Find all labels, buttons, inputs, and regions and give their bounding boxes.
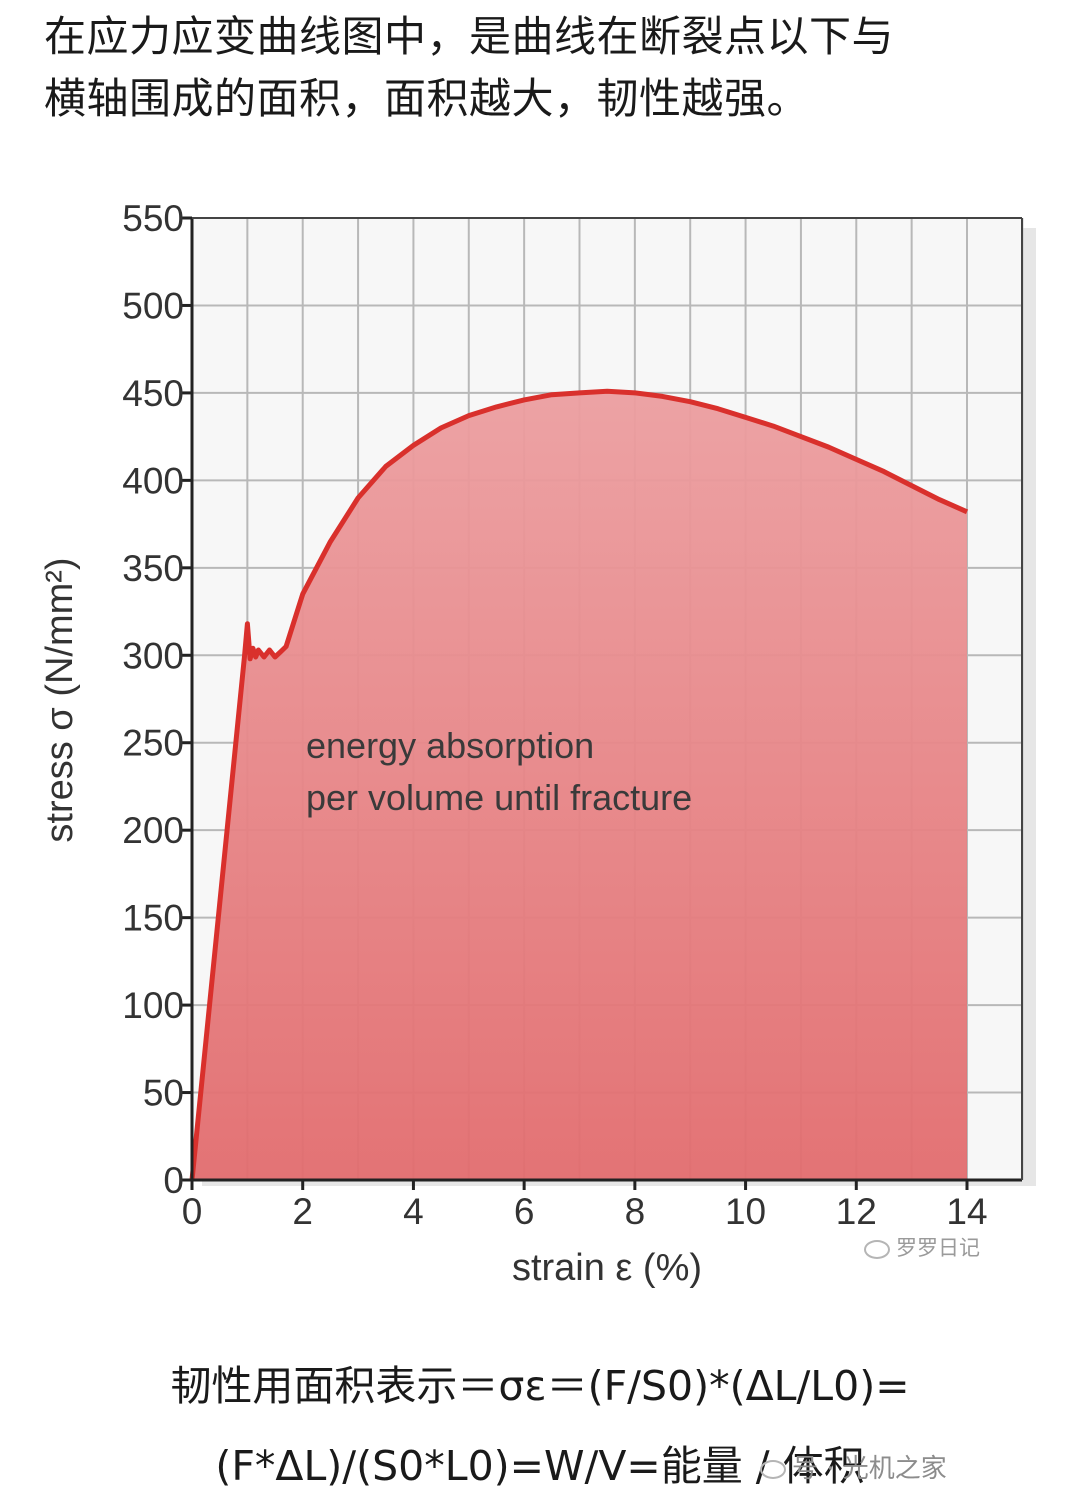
y-tick-label: 400 [122,460,184,501]
footer-watermark: 号 · 光机之家 [760,1448,947,1485]
intro-line-1: 在应力应变曲线图中，是曲线在断裂点以下与 [44,12,895,61]
y-tick-label: 550 [122,198,184,239]
intro-line-2: 横轴围成的面积，面积越大，韧性越强。 [44,74,810,123]
x-tick-label: 2 [292,1191,313,1232]
annotation-line-1: energy absorption [306,725,594,766]
energy-area [192,391,967,1180]
footer-watermark-text: 号 · 光机之家 [792,1454,947,1484]
formula-line-2: (F*ΔL)/(S0*L0)=W/V=能量 / 体积 [215,1442,865,1490]
y-axis-label: stress σ (N/mm²) [39,557,81,842]
x-tick-label: 10 [725,1191,766,1232]
y-tick-label: 200 [122,810,184,851]
stress-strain-curve [189,388,969,1181]
y-tick-label: 50 [143,1073,184,1114]
x-tick-label: 4 [403,1191,424,1232]
y-tick-label: 500 [122,285,184,326]
x-tick-label: 12 [836,1191,877,1232]
chart-watermark-text: 罗罗日记 [896,1236,980,1260]
tick-labels: 0 50 100 150 200 250 300 350 400 450 500 550 0 2 4 6 8 10… [122,198,987,1232]
x-tick-label: 0 [182,1191,203,1232]
y-tick-label: 100 [122,985,184,1026]
x-tick-label: 6 [514,1191,535,1232]
wechat-icon [760,1460,786,1479]
y-tick-label: 350 [122,548,184,589]
wechat-icon [864,1239,890,1259]
annotation-line-2: per volume until fracture [306,777,692,818]
formula-line-1: 韧性用面积表示＝σε＝(F/S0)*(ΔL/L0)= [170,1362,910,1410]
x-tick-label: 14 [946,1191,987,1232]
y-tick-label: 250 [122,723,184,764]
plot-frame [182,216,1023,1190]
y-tick-label: 450 [122,373,184,414]
stress-strain-chart: 0 50 100 150 200 250 300 350 400 450 500 550 0 2 4 6 8 10… [39,198,1036,1289]
y-tick-label: 0 [163,1160,184,1201]
y-tick-label: 300 [122,635,184,676]
x-tick-label: 8 [625,1191,646,1232]
y-tick-label: 150 [122,898,184,939]
x-axis-label: strain ε (%) [512,1247,702,1289]
intro-text: 在应力应变曲线图中，是曲线在断裂点以下与 横轴围成的面积，面积越大，韧性越强。 [44,6,1044,130]
chart-watermark: 罗罗日记 [864,1232,980,1262]
